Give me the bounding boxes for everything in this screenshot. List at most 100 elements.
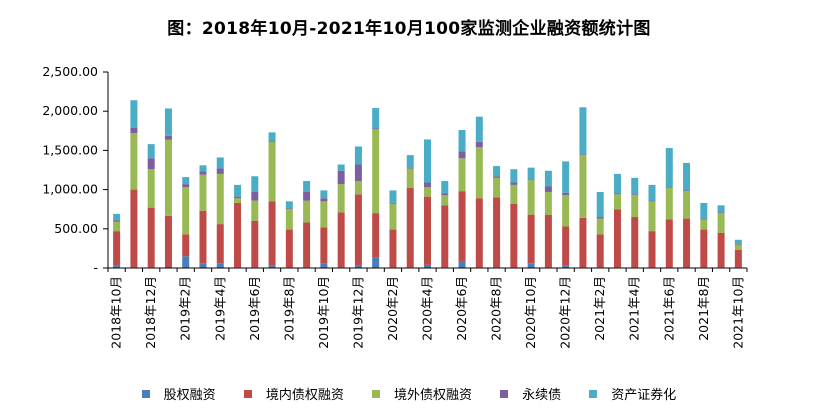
bar-segment-3 <box>613 194 621 210</box>
bar-segment-1 <box>354 265 362 268</box>
bar-segment-3 <box>199 174 207 211</box>
bar-segment-4 <box>216 168 224 174</box>
bar-segment-3 <box>285 209 293 230</box>
bar-segment-3 <box>337 184 345 213</box>
bar-segment-5 <box>493 166 501 177</box>
bar-segment-4 <box>251 191 259 201</box>
bar-segment-4 <box>389 202 397 204</box>
x-tick-label: 2021年8月 <box>696 276 711 341</box>
legend-swatch-equity <box>141 390 150 398</box>
bar-segment-4 <box>562 192 570 196</box>
bar-segment-2 <box>717 232 725 268</box>
bar-segment-4 <box>458 151 466 159</box>
bar-segment-2 <box>475 198 483 268</box>
bar-segment-2 <box>510 203 518 268</box>
bar-segment-4 <box>372 128 380 130</box>
y-tick-label: 500.00 <box>54 221 98 236</box>
bar-segment-4 <box>354 164 362 181</box>
x-tick-label: 2020年10月 <box>523 276 538 349</box>
bar-segment-4 <box>648 200 656 202</box>
x-tick-label: 2019年6月 <box>247 276 262 341</box>
bar-segment-2 <box>234 202 242 268</box>
bar-segment-3 <box>510 184 518 204</box>
x-tick-label: 2019年4月 <box>212 276 227 341</box>
y-tick-label: 1,500.00 <box>42 142 98 157</box>
bar-segment-4 <box>406 167 414 169</box>
bar-segment-5 <box>631 177 639 195</box>
bar-segment-2 <box>199 210 207 264</box>
bar-segment-2 <box>527 214 535 264</box>
bar-segment-4 <box>717 212 725 214</box>
bar-segment-1 <box>372 257 380 268</box>
bar-segment-5 <box>147 144 155 159</box>
x-tick-label: 2020年8月 <box>489 276 504 341</box>
bar-segment-5 <box>199 165 207 172</box>
bar-segment-3 <box>734 244 742 250</box>
bar-segment-2 <box>389 229 397 268</box>
bar-segment-3 <box>406 168 414 189</box>
bar-segment-5 <box>717 205 725 213</box>
legend-label-domestic-debt: 境内债权融资 <box>265 388 344 403</box>
bar-segment-5 <box>648 184 656 201</box>
x-tick-label: 2021年6月 <box>661 276 676 341</box>
bar-segment-3 <box>130 133 138 190</box>
bar-segment-4 <box>182 184 190 188</box>
bar-segment-5 <box>562 161 570 193</box>
legend-label-abs: 资产证券化 <box>611 388 677 403</box>
bar-segment-3 <box>493 177 501 198</box>
bar-segment-3 <box>596 218 604 235</box>
bar-segment-4 <box>631 194 639 196</box>
y-tick-label: - <box>93 260 98 275</box>
y-axis: - 500.00 1,000.00 1,500.00 2,000.00 2,500.00 <box>42 64 109 275</box>
bar-segment-5 <box>303 180 311 192</box>
bar-segment-4 <box>268 140 276 142</box>
bar-segment-3 <box>475 147 483 199</box>
bar-segment-2 <box>303 222 311 268</box>
x-tick-label: 2021年2月 <box>592 276 607 341</box>
bar-segment-5 <box>441 180 449 194</box>
bar-segment-5 <box>182 177 190 185</box>
bar-segment-2 <box>458 191 466 261</box>
bar-segment-2 <box>579 217 587 268</box>
bar-segment-2 <box>113 231 121 266</box>
bar-segment-3 <box>182 187 190 235</box>
legend-item-equity: 股权融资 <box>141 384 216 403</box>
legend-label-overseas-debt: 境外债权融资 <box>393 388 472 403</box>
bar-segment-3 <box>458 158 466 192</box>
bar-segment-5 <box>424 139 431 183</box>
bar-segment-1 <box>199 263 207 268</box>
y-tick-label: 1,000.00 <box>42 182 98 197</box>
bar-segment-5 <box>510 169 518 183</box>
x-tick-label: 2019年10月 <box>316 276 331 349</box>
bar-segment-2 <box>562 226 570 266</box>
bar-segment-2 <box>337 212 345 268</box>
bar-segment-5 <box>389 190 397 203</box>
bar-segment-1 <box>268 265 276 268</box>
bar-segment-3 <box>303 200 311 223</box>
bar-segment-2 <box>216 224 224 264</box>
bar-segment-5 <box>320 190 328 199</box>
bar-segment-5 <box>683 162 691 191</box>
bar-segment-1 <box>458 260 466 268</box>
bar-segment-5 <box>475 116 483 142</box>
x-tick-label: 2021年4月 <box>627 276 642 341</box>
bar-segment-3 <box>354 180 362 195</box>
bar-segment-3 <box>717 213 725 233</box>
bar-segment-5 <box>700 202 708 219</box>
x-axis: 2018年10月 2018年12月 2019年2月 2019年4月 2019年6月 201… <box>107 267 748 349</box>
bar-segment-4 <box>424 182 431 188</box>
bar-segment-4 <box>527 179 535 181</box>
bar-segment-5 <box>613 173 621 194</box>
bar-segment-1 <box>113 265 121 268</box>
bar-segment-3 <box>251 200 259 221</box>
bar-segment-2 <box>613 209 621 268</box>
bar-segment-4 <box>164 135 172 140</box>
bar-segment-3 <box>164 139 172 216</box>
bar-segment-5 <box>216 157 224 169</box>
x-tick-label: 2021年10月 <box>730 276 745 349</box>
bar-segment-5 <box>337 164 345 171</box>
bar-segment-5 <box>234 184 242 197</box>
legend-item-overseas-debt: 境外债权融资 <box>371 384 472 403</box>
bar-segment-5 <box>285 201 293 209</box>
